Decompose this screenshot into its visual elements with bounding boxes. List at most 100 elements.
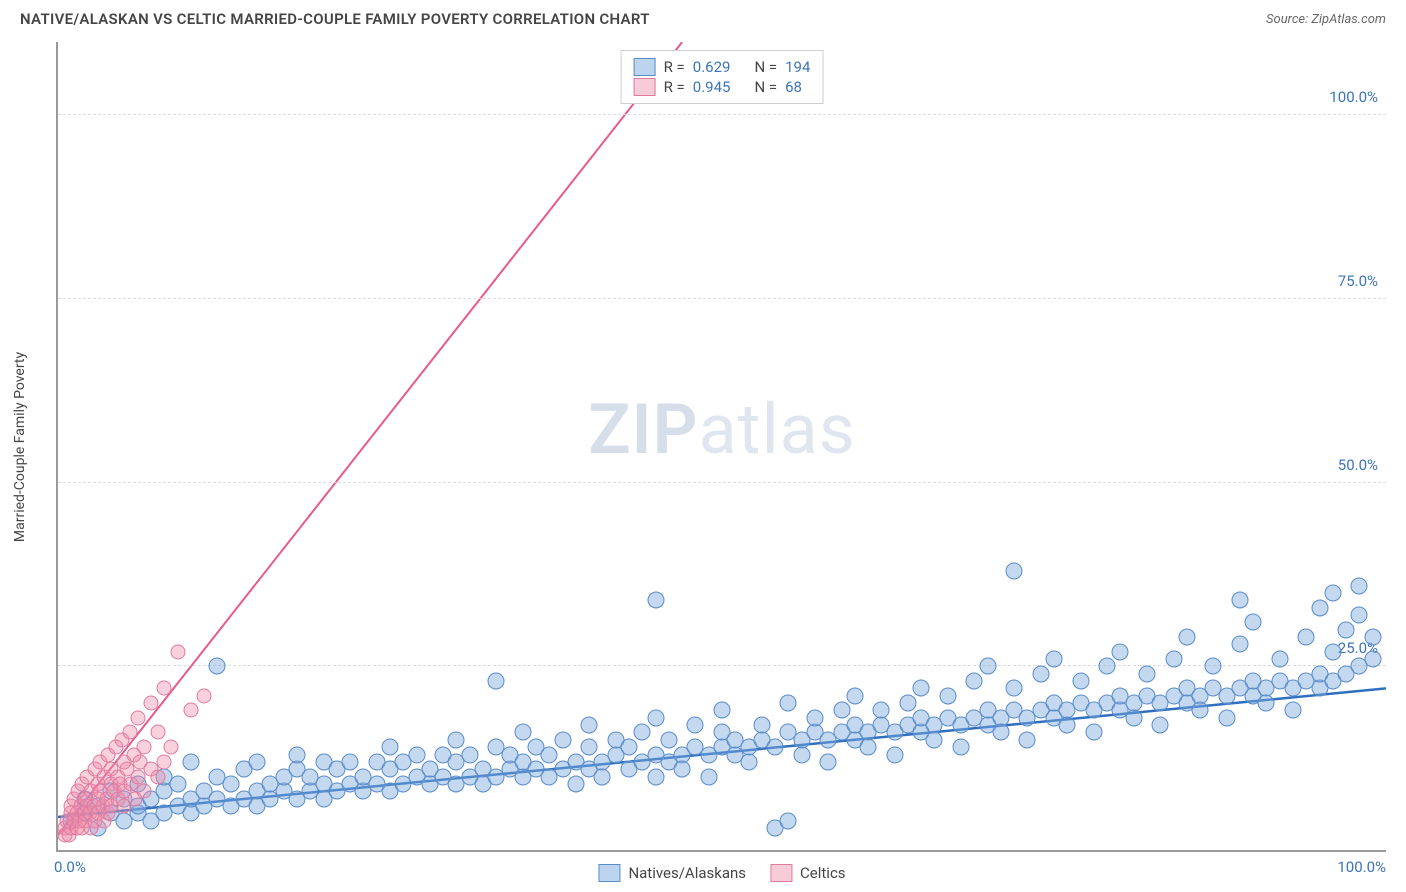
data-point xyxy=(939,687,956,704)
data-point xyxy=(222,775,239,792)
data-point xyxy=(342,753,359,770)
data-point xyxy=(647,709,664,726)
data-point xyxy=(647,768,664,785)
data-point xyxy=(1112,643,1129,660)
data-point xyxy=(886,746,903,763)
y-tick-label: 75.0% xyxy=(1338,272,1378,290)
data-point xyxy=(554,731,571,748)
x-tick-label: 0.0% xyxy=(54,858,86,876)
data-point xyxy=(1192,702,1209,719)
data-point xyxy=(594,768,611,785)
data-point xyxy=(846,687,863,704)
data-point xyxy=(382,739,399,756)
data-point xyxy=(780,812,797,829)
r-value: 0.945 xyxy=(693,78,731,96)
n-label: N = xyxy=(754,58,777,76)
data-point xyxy=(170,644,185,659)
data-point xyxy=(1006,562,1023,579)
data-point xyxy=(197,688,212,703)
data-point xyxy=(1218,709,1235,726)
legend-item: Natives/Alaskans xyxy=(598,864,746,882)
data-point xyxy=(150,769,165,784)
r-label: R = xyxy=(664,78,685,96)
swatch-pink-icon xyxy=(770,864,792,882)
data-point xyxy=(1351,577,1368,594)
data-point xyxy=(157,681,172,696)
data-point xyxy=(448,731,465,748)
r-value: 0.629 xyxy=(693,58,731,76)
data-point xyxy=(408,746,425,763)
data-point xyxy=(581,739,598,756)
gridline xyxy=(58,665,1386,666)
data-point xyxy=(1125,709,1142,726)
data-point xyxy=(1138,665,1155,682)
data-point xyxy=(873,702,890,719)
data-point xyxy=(488,673,505,690)
data-point xyxy=(567,775,584,792)
data-point xyxy=(700,768,717,785)
data-point xyxy=(1324,643,1341,660)
legend-stats: R = 0.629 N = 194 R = 0.945 N = 68 xyxy=(621,50,824,104)
legend-item: Celtics xyxy=(770,864,846,882)
watermark: ZIPatlas xyxy=(588,389,856,471)
data-point xyxy=(1165,651,1182,668)
data-point xyxy=(1152,717,1169,734)
data-point xyxy=(860,739,877,756)
data-point xyxy=(926,731,943,748)
data-point xyxy=(1231,592,1248,609)
data-point xyxy=(660,731,677,748)
data-point xyxy=(182,753,199,770)
data-point xyxy=(793,746,810,763)
y-tick-label: 100.0% xyxy=(1329,88,1378,106)
data-point xyxy=(1231,636,1248,653)
data-point xyxy=(209,658,226,675)
data-point xyxy=(289,746,306,763)
data-point xyxy=(150,725,165,740)
data-point xyxy=(820,753,837,770)
data-point xyxy=(1059,717,1076,734)
n-value: 68 xyxy=(785,78,802,96)
watermark-light: atlas xyxy=(699,389,856,471)
data-point xyxy=(137,740,152,755)
data-point xyxy=(1351,606,1368,623)
data-point xyxy=(899,695,916,712)
data-point xyxy=(740,753,757,770)
data-point xyxy=(714,702,731,719)
chart-header: NATIVE/ALASKAN VS CELTIC MARRIED-COUPLE … xyxy=(0,0,1406,34)
r-label: R = xyxy=(664,58,685,76)
legend-series: Natives/Alaskans Celtics xyxy=(598,864,845,882)
data-point xyxy=(806,709,823,726)
data-point xyxy=(514,724,531,741)
data-point xyxy=(581,717,598,734)
data-point xyxy=(137,784,152,799)
data-point xyxy=(541,746,558,763)
n-value: 194 xyxy=(785,58,810,76)
data-point xyxy=(674,761,691,778)
data-point xyxy=(249,753,266,770)
data-point xyxy=(1245,614,1262,631)
x-tick-label: 100.0% xyxy=(1337,858,1386,876)
data-point xyxy=(1324,584,1341,601)
plot-area: ZIPatlas R = 0.629 N = 194 R = 0.945 N =… xyxy=(56,42,1386,852)
legend-label: Celtics xyxy=(800,864,846,882)
data-point xyxy=(833,702,850,719)
swatch-blue-icon xyxy=(598,864,620,882)
data-point xyxy=(1258,695,1275,712)
data-point xyxy=(1178,628,1195,645)
data-point xyxy=(1072,673,1089,690)
gridline xyxy=(58,298,1386,299)
data-point xyxy=(1085,724,1102,741)
gridline xyxy=(58,482,1386,483)
data-point xyxy=(1271,651,1288,668)
data-point xyxy=(966,673,983,690)
data-point xyxy=(687,717,704,734)
y-tick-label: 50.0% xyxy=(1338,456,1378,474)
data-point xyxy=(634,724,651,741)
data-point xyxy=(157,754,172,769)
data-point xyxy=(122,725,137,740)
data-point xyxy=(1338,621,1355,638)
data-point xyxy=(1006,680,1023,697)
data-point xyxy=(753,717,770,734)
data-point xyxy=(1205,658,1222,675)
data-point xyxy=(183,703,198,718)
